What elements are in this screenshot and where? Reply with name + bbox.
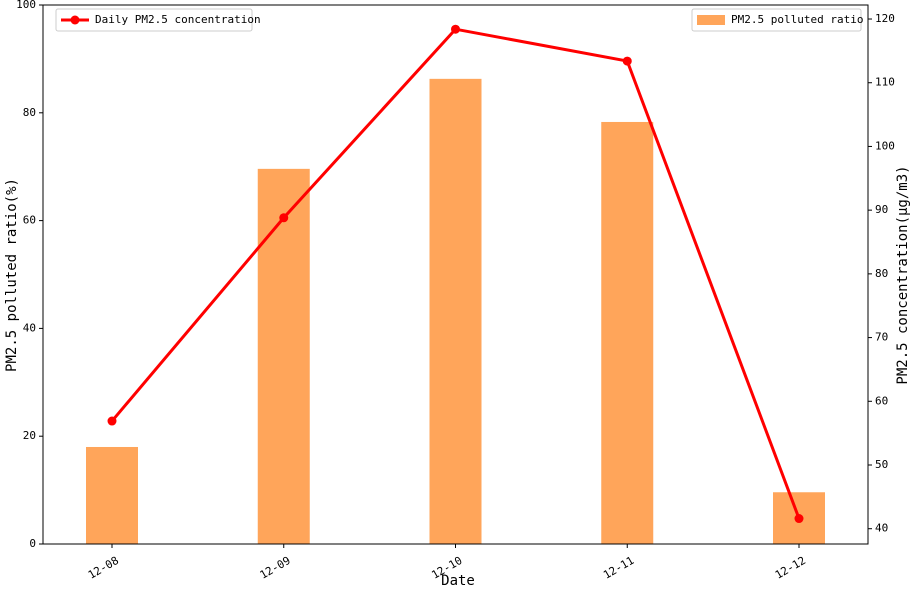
marker [794, 514, 804, 524]
x-tick-label: 12-11 [601, 554, 636, 582]
legend-label: Daily PM2.5 concentration [95, 13, 261, 26]
marker [451, 24, 460, 34]
bar [257, 168, 310, 544]
y-tick-label: 20 [23, 429, 36, 442]
y-tick-label: 40 [23, 321, 36, 334]
x-tick-label: 12-12 [773, 554, 808, 582]
y2-tick-label: 100 [875, 139, 895, 152]
bar [601, 121, 654, 544]
legend-swatch [697, 15, 725, 25]
y-tick-label: 60 [23, 214, 36, 227]
y2-tick-label: 110 [875, 76, 895, 89]
marker [622, 56, 632, 66]
legend-label: PM2.5 polluted ratio [731, 13, 863, 26]
bar [429, 78, 482, 544]
y2-axis-label: PM2.5 concentration(μg/m3) [895, 165, 911, 384]
y2-tick-label: 90 [875, 203, 888, 216]
y2-tick-label: 50 [875, 458, 888, 471]
x-axis-label: Date [441, 573, 475, 589]
legend-box [691, 8, 862, 32]
y-tick-label: 100 [16, 0, 36, 11]
y2-tick-label: 120 [875, 12, 895, 25]
legend-box [55, 8, 253, 32]
legend-marker [70, 15, 80, 25]
plot-frame [42, 4, 869, 545]
bar [86, 446, 138, 544]
y2-tick-label: 40 [875, 522, 888, 535]
marker [107, 416, 117, 426]
x-tick-label: 12-08 [86, 554, 121, 582]
y2-tick-label: 80 [875, 267, 888, 280]
y2-tick-label: 70 [875, 331, 888, 344]
y-axis-label: PM2.5 polluted ratio(%) [4, 178, 20, 372]
x-tick-label: 12-09 [258, 554, 293, 582]
y2-tick-label: 60 [875, 394, 888, 407]
marker [279, 213, 289, 223]
y-tick-label: 0 [29, 537, 36, 550]
y-tick-label: 80 [23, 106, 36, 119]
